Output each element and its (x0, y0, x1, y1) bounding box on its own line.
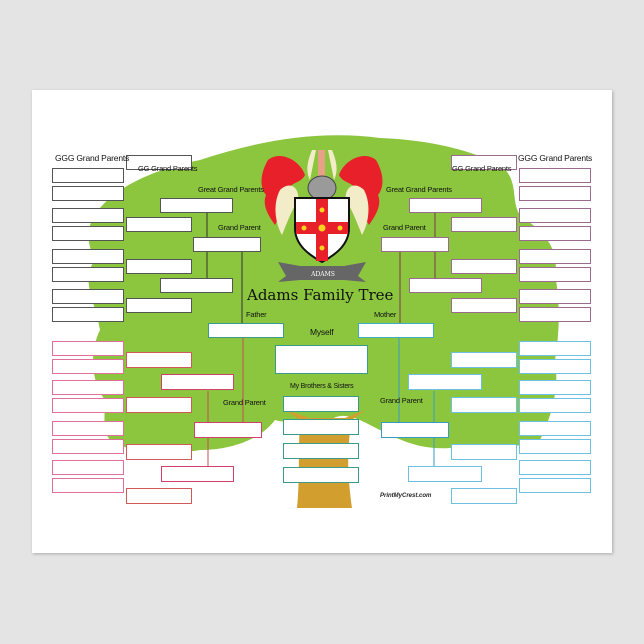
great-grandparent-field[interactable] (160, 278, 233, 293)
great-grandparent-field[interactable] (409, 198, 482, 213)
ggg-grandparent-field[interactable] (519, 341, 591, 356)
tree-canopy (88, 135, 559, 454)
gg-grandparent-field[interactable] (451, 298, 517, 313)
grandparent-field[interactable] (194, 422, 262, 438)
gg-grandparent-field[interactable] (126, 352, 192, 368)
coat-of-arms (261, 150, 383, 282)
label-myself: Myself (310, 327, 334, 337)
sibling-field[interactable] (283, 419, 359, 435)
great-grandparent-field[interactable] (161, 374, 234, 390)
sibling-field[interactable] (283, 396, 359, 412)
ggg-grandparent-field[interactable] (52, 226, 124, 241)
ggg-grandparent-field[interactable] (519, 439, 591, 454)
grandparent-field[interactable] (381, 422, 449, 438)
gg-grandparent-field[interactable] (451, 352, 517, 368)
label-great-right: Great Grand Parents (386, 185, 452, 194)
page-title: Adams Family Tree (247, 286, 394, 304)
ggg-grandparent-field[interactable] (52, 289, 124, 304)
ggg-grandparent-field[interactable] (519, 307, 591, 322)
label-grand-right-upper: Grand Parent (383, 223, 426, 232)
great-grandparent-field[interactable] (408, 466, 482, 482)
ggg-grandparent-field[interactable] (52, 249, 124, 264)
label-ggg-right: GGG Grand Parents (518, 153, 593, 163)
ggg-grandparent-field[interactable] (52, 460, 124, 475)
label-ggg-left: GGG Grand Parents (55, 153, 130, 163)
ggg-grandparent-field[interactable] (519, 208, 591, 223)
ggg-grandparent-field[interactable] (519, 478, 591, 493)
ggg-grandparent-field[interactable] (519, 398, 591, 413)
ggg-grandparent-field[interactable] (52, 380, 124, 395)
gg-grandparent-field[interactable] (451, 217, 517, 232)
ggg-grandparent-field[interactable] (519, 267, 591, 282)
label-mother: Mother (374, 310, 397, 319)
watermark: PrintMyCrest.com (380, 493, 432, 499)
ggg-grandparent-field[interactable] (52, 208, 124, 223)
ggg-grandparent-field[interactable] (519, 186, 591, 201)
gg-grandparent-field[interactable] (126, 217, 192, 232)
gg-grandparent-field[interactable] (126, 155, 192, 170)
gg-grandparent-field[interactable] (126, 444, 192, 460)
crest-motto: ADAMS (311, 271, 335, 278)
great-grandparent-field[interactable] (161, 466, 234, 482)
label-father: Father (246, 310, 267, 319)
sibling-field[interactable] (283, 467, 359, 483)
ggg-grandparent-field[interactable] (52, 307, 124, 322)
ggg-grandparent-field[interactable] (52, 439, 124, 454)
great-grandparent-field[interactable] (408, 374, 482, 390)
ggg-grandparent-field[interactable] (52, 186, 124, 201)
label-gg-right: GG Grand Parents (452, 164, 512, 173)
father-field[interactable] (208, 323, 284, 338)
gg-grandparent-field[interactable] (126, 488, 192, 504)
grandparent-field[interactable] (381, 237, 449, 252)
ggg-grandparent-field[interactable] (519, 226, 591, 241)
gg-grandparent-field[interactable] (126, 397, 192, 413)
label-grand-left-lower: Grand Parent (223, 398, 266, 407)
ggg-grandparent-field[interactable] (52, 398, 124, 413)
ggg-grandparent-field[interactable] (519, 421, 591, 436)
gg-grandparent-field[interactable] (451, 155, 517, 170)
ggg-grandparent-field[interactable] (52, 267, 124, 282)
great-grandparent-field[interactable] (409, 278, 482, 293)
gg-grandparent-field[interactable] (451, 488, 517, 504)
ggg-grandparent-field[interactable] (519, 168, 591, 183)
ggg-grandparent-field[interactable] (52, 359, 124, 374)
label-gg-left: GG Grand Parents (138, 164, 198, 173)
ggg-grandparent-field[interactable] (519, 289, 591, 304)
gg-grandparent-field[interactable] (451, 259, 517, 274)
ggg-grandparent-field[interactable] (519, 460, 591, 475)
gg-grandparent-field[interactable] (451, 444, 517, 460)
ggg-grandparent-field[interactable] (519, 380, 591, 395)
ggg-grandparent-field[interactable] (52, 421, 124, 436)
label-grand-right-lower: Grand Parent (380, 396, 423, 405)
ggg-grandparent-field[interactable] (519, 359, 591, 374)
grandparent-field[interactable] (193, 237, 261, 252)
sibling-field[interactable] (283, 443, 359, 459)
gg-grandparent-field[interactable] (126, 259, 192, 274)
ggg-grandparent-field[interactable] (52, 168, 124, 183)
label-siblings: My Brothers & Sisters (290, 383, 354, 390)
ggg-grandparent-field[interactable] (52, 478, 124, 493)
gg-grandparent-field[interactable] (451, 397, 517, 413)
mother-field[interactable] (358, 323, 434, 338)
myself-field[interactable] (275, 345, 368, 374)
gg-grandparent-field[interactable] (126, 298, 192, 313)
label-grand-left-upper: Grand Parent (218, 223, 261, 232)
ggg-grandparent-field[interactable] (519, 249, 591, 264)
ggg-grandparent-field[interactable] (52, 341, 124, 356)
great-grandparent-field[interactable] (160, 198, 233, 213)
label-great-left: Great Grand Parents (198, 185, 264, 194)
